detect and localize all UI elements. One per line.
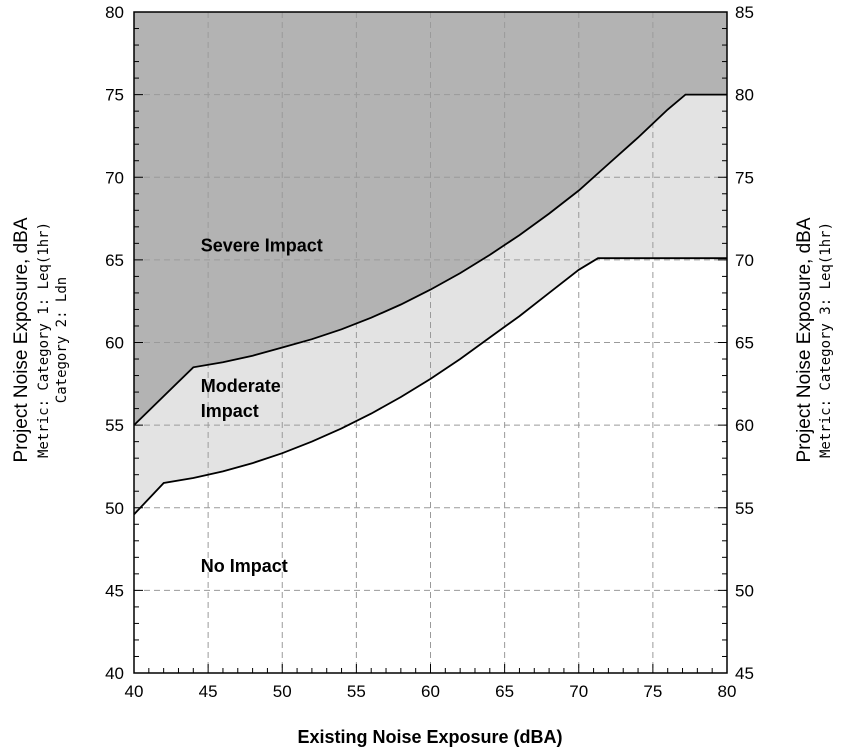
region-label: No Impact: [201, 556, 288, 576]
y-right-tick-labels: 45 50 55 60 65 70 75 80 85: [735, 3, 754, 683]
y-left-tick-label: 50: [105, 499, 124, 518]
y-left-tick-label: 80: [105, 3, 124, 22]
region-label: Moderate: [201, 376, 281, 396]
x-tick-label: 75: [643, 682, 662, 701]
y-left-tick-label: 55: [105, 416, 124, 435]
y-left-axis-title: Project Noise Exposure, dBA: [11, 217, 32, 462]
y-left-tick-label: 45: [105, 581, 124, 600]
tick-marks: [133, 11, 728, 674]
y-left-tick-label: 40: [105, 664, 124, 683]
y-left-tick-label: 60: [105, 334, 124, 353]
y-right-axis-title: Project Noise Exposure, dBA: [794, 217, 815, 462]
grid-lines: [134, 12, 727, 673]
y-left-tick-label: 65: [105, 251, 124, 270]
y-right-tick-label: 85: [735, 3, 754, 22]
y-left-axis-subtitle-1: Metric: Category 1: Leq(1hr): [36, 222, 52, 458]
y-left-axis-subtitle-2: Category 2: Ldn: [54, 277, 70, 403]
x-tick-label: 50: [273, 682, 292, 701]
x-tick-label: 40: [125, 682, 144, 701]
moderate-threshold-line: [133, 257, 727, 516]
severe-threshold-line: [133, 93, 727, 426]
x-tick-label: 55: [347, 682, 366, 701]
x-tick-label: 80: [718, 682, 737, 701]
y-right-tick-label: 65: [735, 334, 754, 353]
y-left-tick-labels: 40 45 50 55 60 65 70 75 80: [105, 3, 124, 683]
x-tick-label: 70: [569, 682, 588, 701]
y-right-tick-label: 55: [735, 499, 754, 518]
x-tick-label: 60: [421, 682, 440, 701]
region-labels: Severe Impact Moderate Impact No Impact: [201, 236, 323, 577]
y-right-tick-label: 75: [735, 168, 754, 187]
y-right-axis-subtitle: Metric: Category 3: Leq(1hr): [818, 222, 834, 458]
x-tick-labels: 40 45 50 55 60 65 70 75 80: [125, 682, 737, 701]
y-right-tick-label: 70: [735, 251, 754, 270]
region-label: Impact: [201, 401, 259, 421]
y-right-tick-label: 60: [735, 416, 754, 435]
x-tick-label: 45: [199, 682, 218, 701]
y-right-tick-label: 50: [735, 581, 754, 600]
x-tick-label: 65: [495, 682, 514, 701]
y-left-tick-label: 75: [105, 86, 124, 105]
y-right-tick-label: 45: [735, 664, 754, 683]
impact-curves: [133, 93, 727, 516]
y-right-tick-label: 80: [735, 86, 754, 105]
y-left-tick-label: 70: [105, 168, 124, 187]
x-axis-title: Existing Noise Exposure (dBA): [297, 727, 562, 747]
region-label: Severe Impact: [201, 236, 323, 256]
